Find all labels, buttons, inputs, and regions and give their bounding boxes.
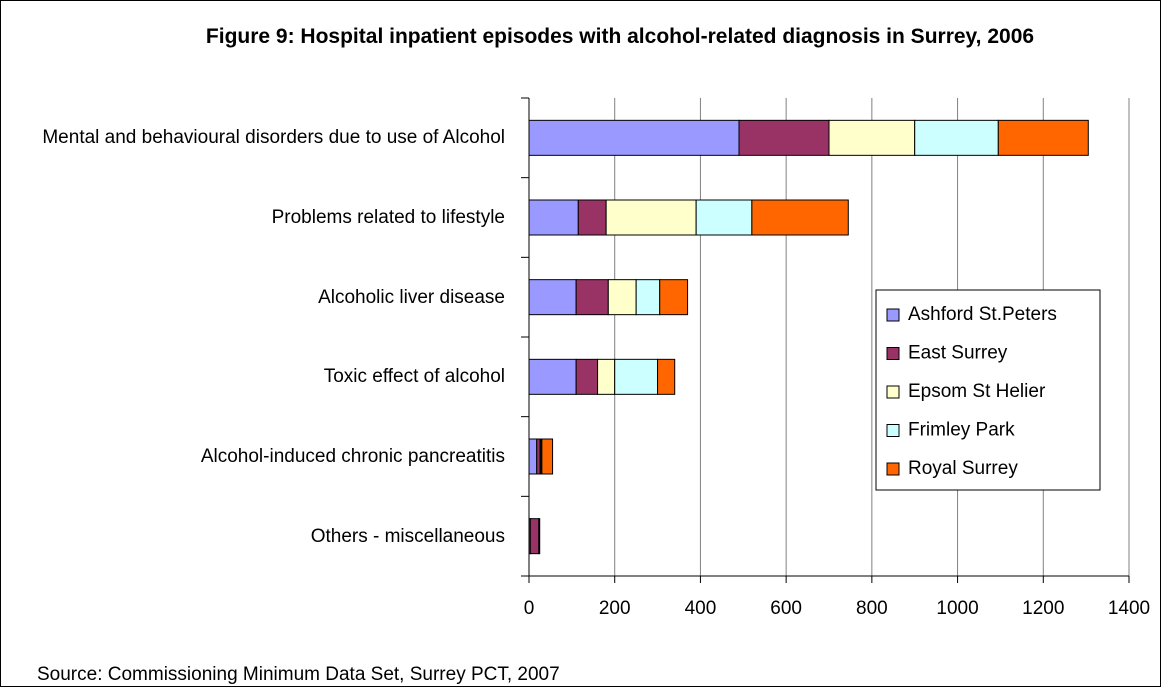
legend-label: East Surrey [908,343,1008,364]
bar-segment [528,119,740,156]
bar-segment [657,358,676,395]
legend-swatch [886,424,900,437]
bar-segment [695,199,753,236]
x-tick-label: 1400 [1108,598,1150,619]
x-tick-label: 200 [599,598,631,619]
bar-segment [607,279,637,316]
y-tick-label: Alcohol-induced chronic pancreatitis [5,427,505,487]
bar-segment [997,119,1089,156]
bar-segment [528,199,579,236]
bar-segment [528,358,577,395]
legend-swatch [886,385,900,399]
source-note: Source: Commissioning Minimum Data Set, … [37,664,560,685]
bar-segment [575,358,599,395]
legend-label: Ashford St.Peters [908,304,1057,325]
bar-segment [528,279,577,316]
legend-label: Royal Surrey [908,458,1018,479]
y-tick-label: Mental and behavioural disorders due to … [5,108,505,168]
category-text: Toxic effect of alcohol [323,366,505,388]
bar-segment [635,279,661,316]
legend-swatch [886,347,900,360]
legend-swatch [886,308,900,322]
y-tick-label: Alcoholic liver disease [5,267,505,327]
x-tick-label: 800 [856,598,888,619]
y-tick-label: Problems related to lifestyle [5,188,505,248]
x-tick-label: 400 [685,598,717,619]
bar-segment [529,518,540,555]
x-tick-label: 0 [524,598,535,619]
bar-segment [538,518,541,555]
category-text: Problems related to lifestyle [271,207,505,228]
bar-segment [528,438,538,475]
bar-segment [751,199,849,236]
chart-title: Figure 9: Hospital inpatient episodes wi… [205,25,1035,48]
bar-segment [575,279,609,316]
x-tick-label: 1000 [936,598,978,619]
legend-swatch [886,462,900,476]
x-tick-label: 1200 [1022,598,1064,619]
category-text: Mental and behavioural disorders due to … [42,127,505,149]
category-text: Alcoholic liver disease [318,286,505,308]
category-text: Others - miscellaneous [310,525,505,547]
bar-segment [738,119,830,156]
y-tick-label: Toxic effect of alcohol [5,347,505,407]
bar-segment [605,199,697,236]
category-text: Alcohol-induced chronic pancreatitis [200,446,505,467]
title-box: Figure 9: Hospital inpatient episodes wi… [205,25,1035,48]
bar-segment [914,119,999,156]
legend-label: Epsom St Helier [908,381,1046,402]
bar-segment [541,438,554,475]
bar-segment [577,199,607,236]
bar-segment [659,279,689,316]
y-tick-label: Others - miscellaneous [5,506,505,566]
bar-segment [536,438,541,475]
legend-label: Frimley Park [908,420,1015,441]
bar-segment [614,358,659,395]
bar-segment [597,358,616,395]
bar-segment [828,119,916,156]
legend-box [875,289,1101,491]
x-tick-label: 600 [770,598,802,619]
